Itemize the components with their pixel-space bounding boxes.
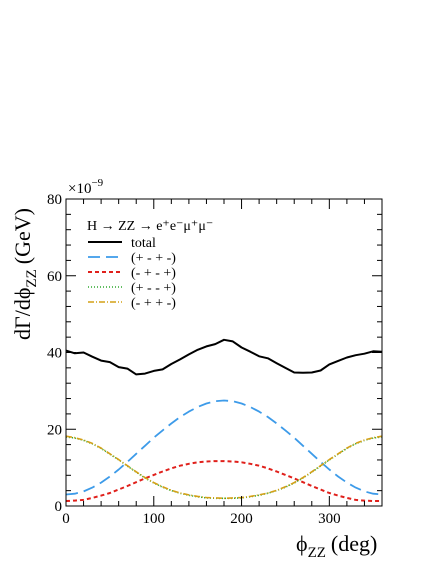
- y-tick-label: 20: [47, 422, 62, 438]
- series-line: [65, 338, 383, 376]
- x-tick-label: 200: [230, 511, 253, 527]
- y-tick-label: 60: [47, 269, 62, 285]
- x-tick-label: 100: [143, 511, 166, 527]
- legend-label: (+ - - +): [131, 281, 176, 296]
- legend-label: (+ - + -): [131, 251, 176, 266]
- y-tick-label: 40: [47, 346, 62, 362]
- legend-label: (- + + -): [131, 296, 176, 311]
- y-axis-title: dΓ/dϕZZ(GeV): [10, 208, 40, 340]
- y-axis-exponent: ×10−9: [68, 177, 104, 197]
- series-line: [65, 435, 383, 500]
- axis-tick-labels: 0 100 200 300 0 20 40 60 80: [47, 192, 341, 527]
- legend: H → ZZ → e⁺e⁻μ⁺μ⁻ total(+ - + -)(- + - +…: [87, 219, 213, 311]
- x-axis-title: ϕZZ (deg): [296, 531, 377, 561]
- series-line: [65, 399, 383, 496]
- series-line: [65, 460, 382, 502]
- y-tick-label: 0: [55, 499, 63, 515]
- y-tick-label: 80: [47, 192, 62, 208]
- legend-header: H → ZZ → e⁺e⁻μ⁺μ⁻: [87, 219, 213, 234]
- series-curves: [65, 338, 383, 502]
- legend-label: (- + - +): [131, 266, 176, 281]
- x-tick-label: 300: [318, 511, 341, 527]
- axis-ticks: [65, 198, 383, 507]
- x-tick-label: 0: [62, 511, 70, 527]
- legend-label: total: [131, 236, 156, 251]
